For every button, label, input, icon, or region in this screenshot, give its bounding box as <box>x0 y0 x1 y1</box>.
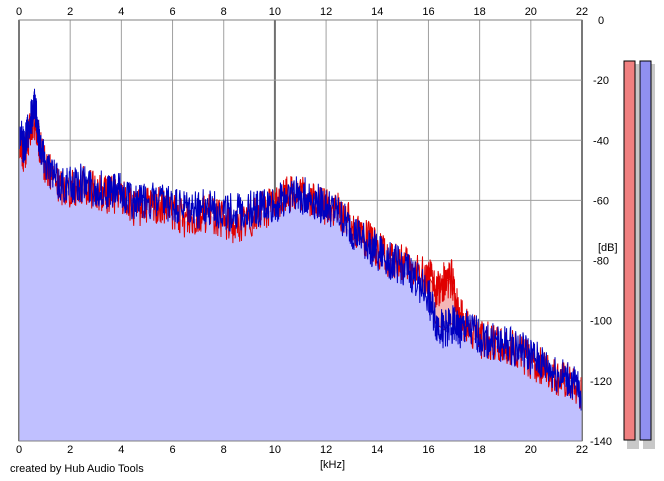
y-axis-label: [dB] <box>598 242 618 254</box>
x-top-tick-labels: 0 2 4 6 8 10 12 14 16 18 20 22 <box>16 6 588 18</box>
y-tick-label: 0 <box>598 15 604 27</box>
x-tick-label-top: 22 <box>576 6 588 18</box>
y-tick-label: -60 <box>593 195 609 207</box>
plot-frame <box>18 19 583 442</box>
x-tick-label-bottom: 2 <box>67 444 73 456</box>
x-tick-label-top: 6 <box>169 6 175 18</box>
x-tick-label-top: 0 <box>16 6 22 18</box>
y-tick-labels: 0 -20 -40 -60 -80 -100 -120 -140 <box>590 15 612 448</box>
spectrum-fill <box>19 122 582 441</box>
x-tick-label-top: 20 <box>525 6 537 18</box>
x-tick-label-bottom: 6 <box>169 444 175 456</box>
y-tick-label: -140 <box>590 436 612 448</box>
x-tick-label-bottom: 4 <box>118 444 124 456</box>
x-tick-label-bottom: 16 <box>422 444 434 456</box>
y-tick-label: -80 <box>593 256 609 268</box>
x-tick-label-top: 8 <box>221 6 227 18</box>
meter-left <box>623 60 636 441</box>
x-bottom-tick-labels: 0 2 4 6 8 10 12 14 16 18 20 22 <box>16 444 588 456</box>
x-tick-label-bottom: 0 <box>16 444 22 456</box>
y-tick-label: -20 <box>593 75 609 87</box>
series-line-right-channel <box>18 88 583 411</box>
x-tick-label-bottom: 14 <box>371 444 383 456</box>
x-tick-label-top: 14 <box>371 6 383 18</box>
x-tick-label-top: 2 <box>67 6 73 18</box>
x-tick-label-bottom: 10 <box>269 444 281 456</box>
x-tick-label-top: 18 <box>474 6 486 18</box>
footer-credit: created by Hub Audio Tools <box>10 463 144 475</box>
y-tick-label: -120 <box>590 376 612 388</box>
x-tick-label-bottom: 20 <box>525 444 537 456</box>
x-tick-label-top: 4 <box>118 6 124 18</box>
series-layer <box>18 88 583 411</box>
x-tick-label-top: 16 <box>422 6 434 18</box>
x-tick-label-top: 12 <box>320 6 332 18</box>
y-tick-label: -40 <box>593 135 609 147</box>
x-tick-label-bottom: 8 <box>221 444 227 456</box>
y-tick-label: -100 <box>590 316 612 328</box>
x-axis-label: [kHz] <box>320 459 345 471</box>
x-tick-label-bottom: 22 <box>576 444 588 456</box>
meter-right <box>639 60 652 441</box>
level-meters <box>623 60 655 449</box>
x-tick-label-bottom: 12 <box>320 444 332 456</box>
x-tick-label-bottom: 18 <box>474 444 486 456</box>
x-tick-label-top: 10 <box>269 6 281 18</box>
